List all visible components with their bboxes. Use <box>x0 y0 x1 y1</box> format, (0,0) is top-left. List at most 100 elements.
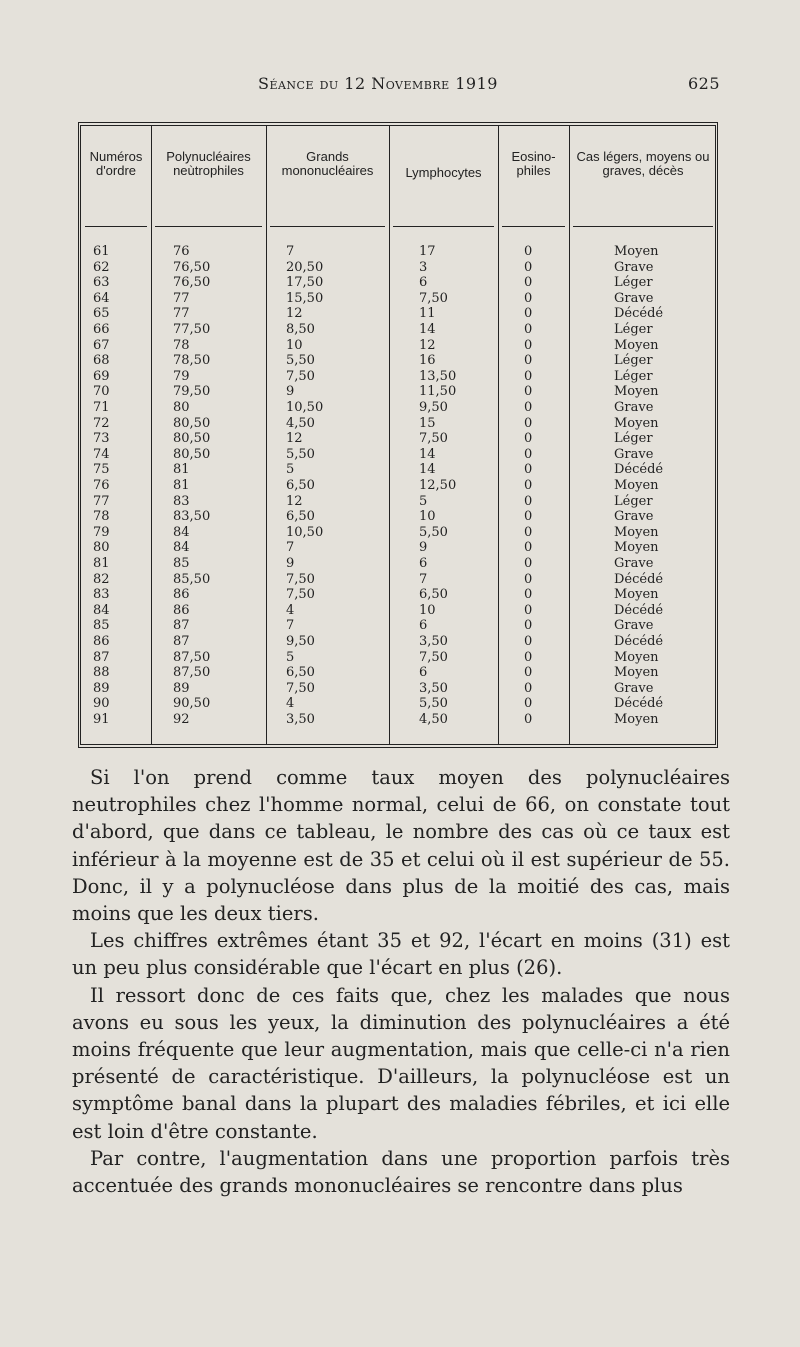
column-divider <box>266 126 267 744</box>
table-cell: Moyen <box>614 524 659 540</box>
table-cell: 9 <box>419 540 428 556</box>
table-cell: Décédé <box>614 462 664 478</box>
table-cell: 10 <box>419 509 436 525</box>
table-cell: 10,50 <box>286 524 324 540</box>
table-cell: 87 <box>93 649 110 665</box>
table-cell: 12 <box>286 306 303 322</box>
table-cell: 6 <box>419 618 428 634</box>
table-cell: 69 <box>93 368 110 384</box>
table-cell: 80 <box>93 540 110 556</box>
table-cell: 0 <box>524 368 533 384</box>
table-cell: 66 <box>93 322 110 337</box>
header-rule <box>573 226 713 227</box>
table-cell: 84 <box>173 524 190 540</box>
table-cell: 85,50 <box>173 571 211 587</box>
table-cell: Moyen <box>614 665 659 681</box>
table-cell: 0 <box>524 322 533 337</box>
table-cell: Léger <box>614 493 653 509</box>
table-cell: 15,50 <box>286 290 324 306</box>
table-cell: 0 <box>524 353 533 369</box>
header-rule <box>393 226 494 227</box>
table-cell: 63 <box>93 275 110 291</box>
column-header: Cas légers, moyens ou graves, décès <box>576 149 710 178</box>
table-cell: 0 <box>524 306 533 322</box>
paragraph: Si l'on prend comme taux moyen des polyn… <box>72 766 730 926</box>
table-cell: 79,50 <box>173 384 211 400</box>
table-cell: 0 <box>524 384 533 400</box>
table-cell: 65 <box>93 306 110 322</box>
table-cell: Décédé <box>614 571 664 587</box>
table-cell: 85 <box>173 556 190 571</box>
table-cell: Décédé <box>614 696 664 712</box>
table-cell: 89 <box>173 680 190 696</box>
table-cell: 5,50 <box>419 524 448 540</box>
table-cell: Moyen <box>614 415 659 431</box>
table-cell: 0 <box>524 509 533 525</box>
table-cell: 8,50 <box>286 322 315 337</box>
table-cell: 0 <box>524 478 533 493</box>
table-cell: 0 <box>524 571 533 587</box>
column-header: Lymphocytes <box>405 165 482 180</box>
table-cell: 6,50 <box>286 509 315 525</box>
table-cell: 86 <box>173 602 190 618</box>
table-cell: 0 <box>524 259 533 275</box>
table-cell: 5 <box>419 493 428 509</box>
table-cell: 0 <box>524 290 533 306</box>
table-cell: 80 <box>173 400 190 415</box>
table-cell: Moyen <box>614 587 659 603</box>
table-cell: 9 <box>286 384 295 400</box>
table-cell: 4,50 <box>286 415 315 431</box>
table-cell: 68 <box>93 353 110 369</box>
table-cell: 0 <box>524 556 533 571</box>
table-cell: 17,50 <box>286 275 324 291</box>
table-cell: 4,50 <box>419 712 448 727</box>
table-cell: 74 <box>93 446 110 462</box>
table-cell: 88 <box>93 665 110 681</box>
table-cell: 75 <box>93 462 110 478</box>
table-cell: Décédé <box>614 602 664 618</box>
table-cell: 0 <box>524 446 533 462</box>
table-cell: Grave <box>614 400 654 415</box>
table-cell: 79 <box>93 524 110 540</box>
table-cell: 92 <box>173 712 190 727</box>
header-rule <box>85 226 147 227</box>
table-cell: 11,50 <box>419 384 457 400</box>
table-cell: Grave <box>614 556 654 571</box>
table-cell: Décédé <box>614 634 664 649</box>
table-cell: 6,50 <box>286 478 315 493</box>
table-cell: 7,50 <box>286 587 315 603</box>
column-divider <box>498 126 499 744</box>
table-cell: 14 <box>419 446 436 462</box>
table-cell: 76,50 <box>173 259 211 275</box>
table-cell: 6,50 <box>286 665 315 681</box>
table-cell: 77 <box>173 306 190 322</box>
table-cell: 87 <box>173 634 190 649</box>
table-cell: Léger <box>614 353 653 369</box>
table-cell: 15 <box>419 415 436 431</box>
table-cell: 0 <box>524 634 533 649</box>
table-cell: 12,50 <box>419 478 457 493</box>
table-cell: 0 <box>524 493 533 509</box>
table-cell: 87,50 <box>173 665 211 681</box>
table-cell: 0 <box>524 462 533 478</box>
table-cell: 5 <box>286 649 295 665</box>
table-cell: 0 <box>524 602 533 618</box>
table-cell: Moyen <box>614 649 659 665</box>
table-cell: Moyen <box>614 478 659 493</box>
column-divider <box>569 126 570 744</box>
table-cell: 3,50 <box>286 712 315 727</box>
body-text: Si l'on prend comme taux moyen des polyn… <box>72 764 730 1199</box>
table-cell: 7 <box>286 540 295 556</box>
table-cell: 12 <box>286 431 303 447</box>
column-divider <box>389 126 390 744</box>
table-cell: 5,50 <box>419 696 448 712</box>
column-header: Grands mononucléaires <box>281 149 374 178</box>
column-header: Eosino-philes <box>511 149 556 178</box>
table-cell: 70 <box>93 384 110 400</box>
table-cell: Léger <box>614 368 653 384</box>
table-cell: 86 <box>173 587 190 603</box>
table-cell: 9,50 <box>286 634 315 649</box>
table-cell: 5 <box>286 462 295 478</box>
table-cell: 90 <box>93 696 110 712</box>
